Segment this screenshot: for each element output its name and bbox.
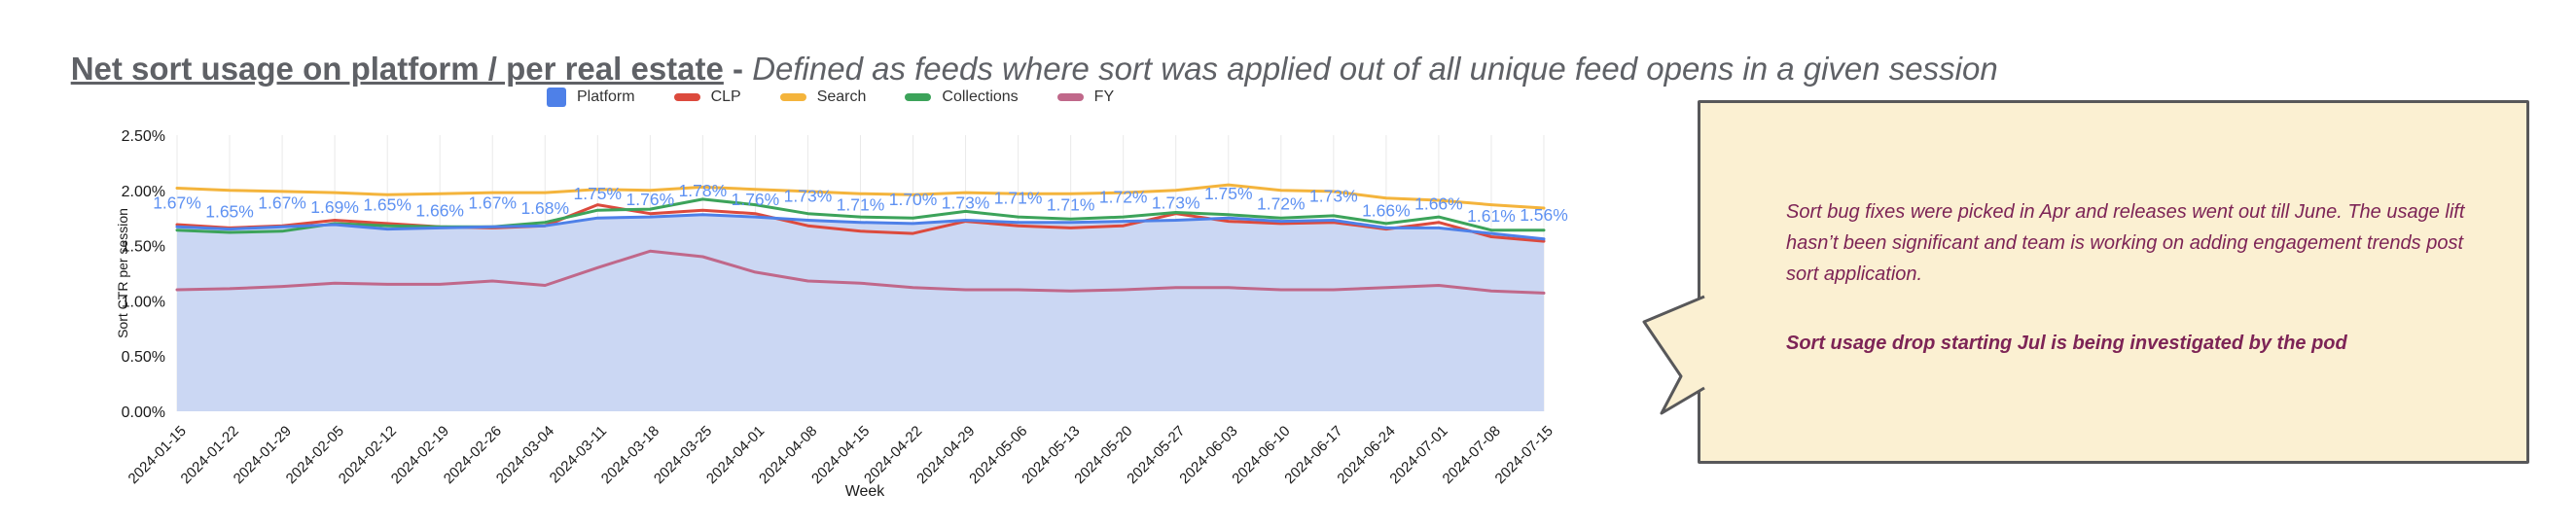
svg-text:1.69%: 1.69%: [310, 197, 359, 217]
svg-text:0.00%: 0.00%: [122, 404, 165, 421]
svg-text:1.71%: 1.71%: [994, 189, 1043, 208]
legend-label: Search: [816, 88, 867, 105]
series-line-search: [175, 183, 1546, 210]
page-subtitle: Defined as feeds where sort was applied …: [752, 51, 1998, 87]
chart-legend: Platform CLP Search Collections FY: [547, 88, 1114, 107]
svg-text:1.00%: 1.00%: [122, 294, 165, 310]
svg-text:1.66%: 1.66%: [1362, 200, 1411, 220]
svg-text:1.75%: 1.75%: [573, 184, 622, 203]
svg-text:1.67%: 1.67%: [258, 193, 306, 212]
series-line-collections: [175, 197, 1546, 234]
clp-swatch-icon: [673, 93, 700, 101]
fy-swatch-icon: [1056, 93, 1084, 101]
annotation-paragraph-bold: Sort usage drop starting Jul is being in…: [1786, 333, 2347, 354]
annotation-callout-box[interactable]: Sort bug fixes were picked in Apr and re…: [1698, 100, 2529, 464]
svg-text:1.76%: 1.76%: [732, 190, 780, 209]
svg-text:1.67%: 1.67%: [153, 193, 201, 212]
platform-swatch-icon: [547, 88, 566, 107]
svg-text:1.67%: 1.67%: [468, 193, 517, 212]
annotation-paragraph: Sort bug fixes were picked in Apr and re…: [1786, 201, 2465, 285]
svg-text:1.76%: 1.76%: [626, 190, 675, 209]
legend-item-collections[interactable]: Collections: [905, 88, 1019, 106]
collections-swatch-icon: [905, 93, 932, 101]
legend-label: CLP: [710, 88, 741, 105]
callout-tail-pointer: [1642, 295, 1705, 415]
svg-text:2.00%: 2.00%: [122, 184, 165, 200]
y-axis-tick-labels: 0.00% 0.50% 1.00% 1.50% 2.00% 2.50%: [122, 128, 165, 421]
svg-text:1.73%: 1.73%: [942, 193, 990, 213]
svg-text:1.78%: 1.78%: [679, 181, 728, 200]
x-axis-labels: 2024-01-152024-01-222024-01-292024-02-05…: [125, 423, 1556, 487]
svg-text:1.70%: 1.70%: [889, 190, 938, 209]
title-separator: -: [723, 51, 753, 87]
svg-text:1.72%: 1.72%: [1257, 194, 1306, 214]
series-line-platform: [175, 213, 1546, 241]
svg-text:2.50%: 2.50%: [122, 128, 165, 145]
legend-label: FY: [1093, 88, 1115, 105]
page-title-row: Net sort usage on platform / per real es…: [35, 14, 1998, 124]
legend-label: Platform: [577, 88, 635, 105]
svg-text:1.73%: 1.73%: [1152, 193, 1200, 213]
x-axis-title: Week: [845, 483, 886, 500]
y-axis-title: Sort CTR per session: [115, 208, 130, 338]
svg-text:0.50%: 0.50%: [122, 349, 165, 366]
legend-item-fy[interactable]: FY: [1056, 88, 1115, 106]
svg-text:1.66%: 1.66%: [1414, 193, 1463, 213]
svg-text:1.65%: 1.65%: [205, 202, 254, 222]
page-title: Net sort usage on platform / per real es…: [70, 51, 724, 87]
svg-text:1.71%: 1.71%: [1047, 195, 1095, 215]
svg-text:1.71%: 1.71%: [837, 195, 885, 215]
svg-text:1.65%: 1.65%: [363, 195, 411, 215]
annotation-text-block: Sort bug fixes were picked in Apr and re…: [1700, 103, 2526, 359]
legend-label: Collections: [942, 88, 1019, 105]
series-line-clp: [175, 203, 1546, 243]
svg-text:1.66%: 1.66%: [415, 200, 464, 220]
svg-text:1.50%: 1.50%: [122, 239, 165, 256]
svg-text:1.73%: 1.73%: [1309, 187, 1358, 206]
series-line-fy: [175, 249, 1546, 295]
line-area-chart-canvas[interactable]: 1.67% 1.65% 1.67% 1.69% 1.65% 1.66% 1.67% 1.68%…: [0, 68, 1654, 527]
svg-text:1.72%: 1.72%: [1099, 188, 1148, 207]
svg-text:1.61%: 1.61%: [1467, 206, 1516, 226]
platform-data-labels: 1.67% 1.65% 1.67% 1.69% 1.65% 1.66% 1.67% 1.68%…: [153, 181, 1568, 226]
svg-text:1.56%: 1.56%: [1520, 205, 1568, 225]
legend-item-platform[interactable]: Platform: [547, 88, 635, 107]
series-area-platform: [177, 214, 1544, 411]
svg-text:1.75%: 1.75%: [1204, 184, 1253, 203]
svg-text:1.68%: 1.68%: [520, 198, 569, 218]
search-swatch-icon: [779, 93, 806, 101]
legend-item-clp[interactable]: CLP: [673, 88, 741, 106]
svg-text:1.73%: 1.73%: [784, 187, 833, 206]
legend-item-search[interactable]: Search: [779, 88, 867, 106]
